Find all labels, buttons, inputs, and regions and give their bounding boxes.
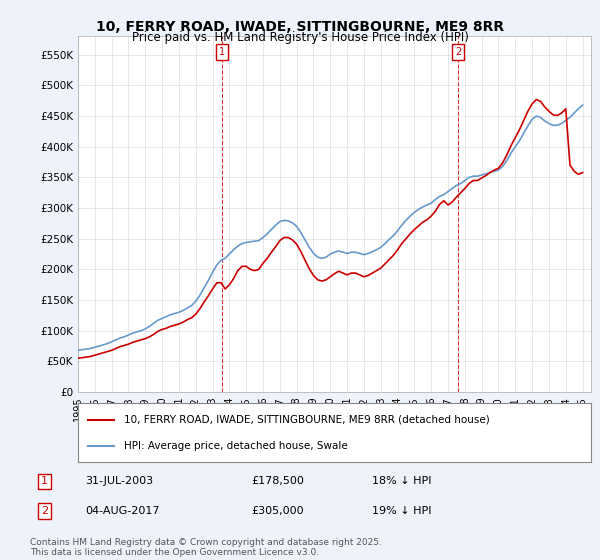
Text: Price paid vs. HM Land Registry's House Price Index (HPI): Price paid vs. HM Land Registry's House … [131,31,469,44]
Text: HPI: Average price, detached house, Swale: HPI: Average price, detached house, Swal… [124,441,348,451]
Text: £178,500: £178,500 [251,477,304,487]
Text: 19% ↓ HPI: 19% ↓ HPI [372,506,432,516]
Text: Contains HM Land Registry data © Crown copyright and database right 2025.
This d: Contains HM Land Registry data © Crown c… [30,538,382,557]
Text: 04-AUG-2017: 04-AUG-2017 [85,506,160,516]
Text: 18% ↓ HPI: 18% ↓ HPI [372,477,432,487]
Text: 1: 1 [41,477,48,487]
Text: 2: 2 [455,48,461,58]
Text: 10, FERRY ROAD, IWADE, SITTINGBOURNE, ME9 8RR: 10, FERRY ROAD, IWADE, SITTINGBOURNE, ME… [96,20,504,34]
Text: 31-JUL-2003: 31-JUL-2003 [85,477,154,487]
Text: £305,000: £305,000 [251,506,304,516]
Text: 2: 2 [41,506,48,516]
Text: 1: 1 [219,48,226,58]
Text: 10, FERRY ROAD, IWADE, SITTINGBOURNE, ME9 8RR (detached house): 10, FERRY ROAD, IWADE, SITTINGBOURNE, ME… [124,414,490,424]
